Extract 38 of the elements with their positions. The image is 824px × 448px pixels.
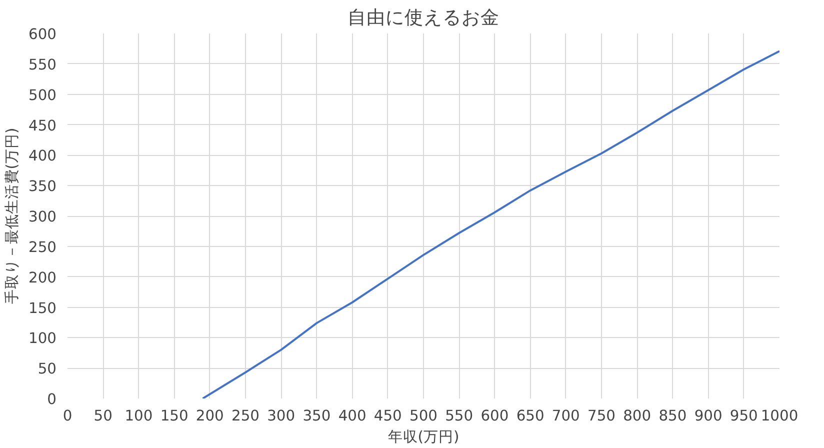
- x-tick-label: 450: [374, 408, 402, 424]
- x-tick-label: 950: [730, 408, 758, 424]
- x-tick-label: 1000: [760, 408, 798, 424]
- y-tick-label: 350: [28, 178, 57, 196]
- y-tick-label: 150: [28, 300, 57, 317]
- y-tick-label: 300: [28, 208, 57, 226]
- x-tick-label: 300: [267, 408, 296, 424]
- y-tick-label: 200: [28, 269, 57, 286]
- y-tick-label: 550: [28, 56, 57, 74]
- x-tick-label: 350: [302, 408, 331, 424]
- x-tick-label: 500: [410, 408, 438, 424]
- y-tick-label: 500: [28, 86, 57, 104]
- y-axis-title: 手取り－最低生活費(万円): [4, 128, 21, 304]
- y-tick-label: 0: [47, 391, 57, 408]
- y-tick-label: 600: [28, 26, 57, 43]
- x-tick-label: 150: [160, 408, 188, 424]
- x-axis-title: 年収(万円): [388, 428, 460, 446]
- x-tick-label: 250: [232, 408, 260, 424]
- x-tick-label: 850: [658, 408, 687, 424]
- x-tick-label: 400: [338, 408, 366, 424]
- x-tick-label: 600: [480, 408, 509, 424]
- x-tick-label: 0: [62, 408, 72, 424]
- x-tick-label: 50: [94, 408, 112, 424]
- y-tick-label: 50: [38, 360, 57, 378]
- y-tick-label: 250: [28, 238, 57, 256]
- chart-title: 自由に使えるお金: [348, 8, 500, 28]
- x-tick-label: 700: [552, 408, 580, 424]
- x-tick-label: 550: [445, 408, 474, 424]
- y-tick-label: 400: [28, 148, 57, 165]
- x-tick-label: 100: [124, 408, 153, 424]
- line-series: [202, 50, 780, 398]
- y-tick-label: 450: [28, 117, 57, 134]
- x-tick-label: 900: [694, 408, 722, 424]
- x-tick-label: 200: [196, 408, 224, 424]
- x-tick-label: 800: [623, 408, 652, 424]
- x-tick-label: 750: [588, 408, 616, 424]
- y-tick-label: 100: [28, 330, 57, 348]
- x-tick-label: 650: [516, 408, 544, 424]
